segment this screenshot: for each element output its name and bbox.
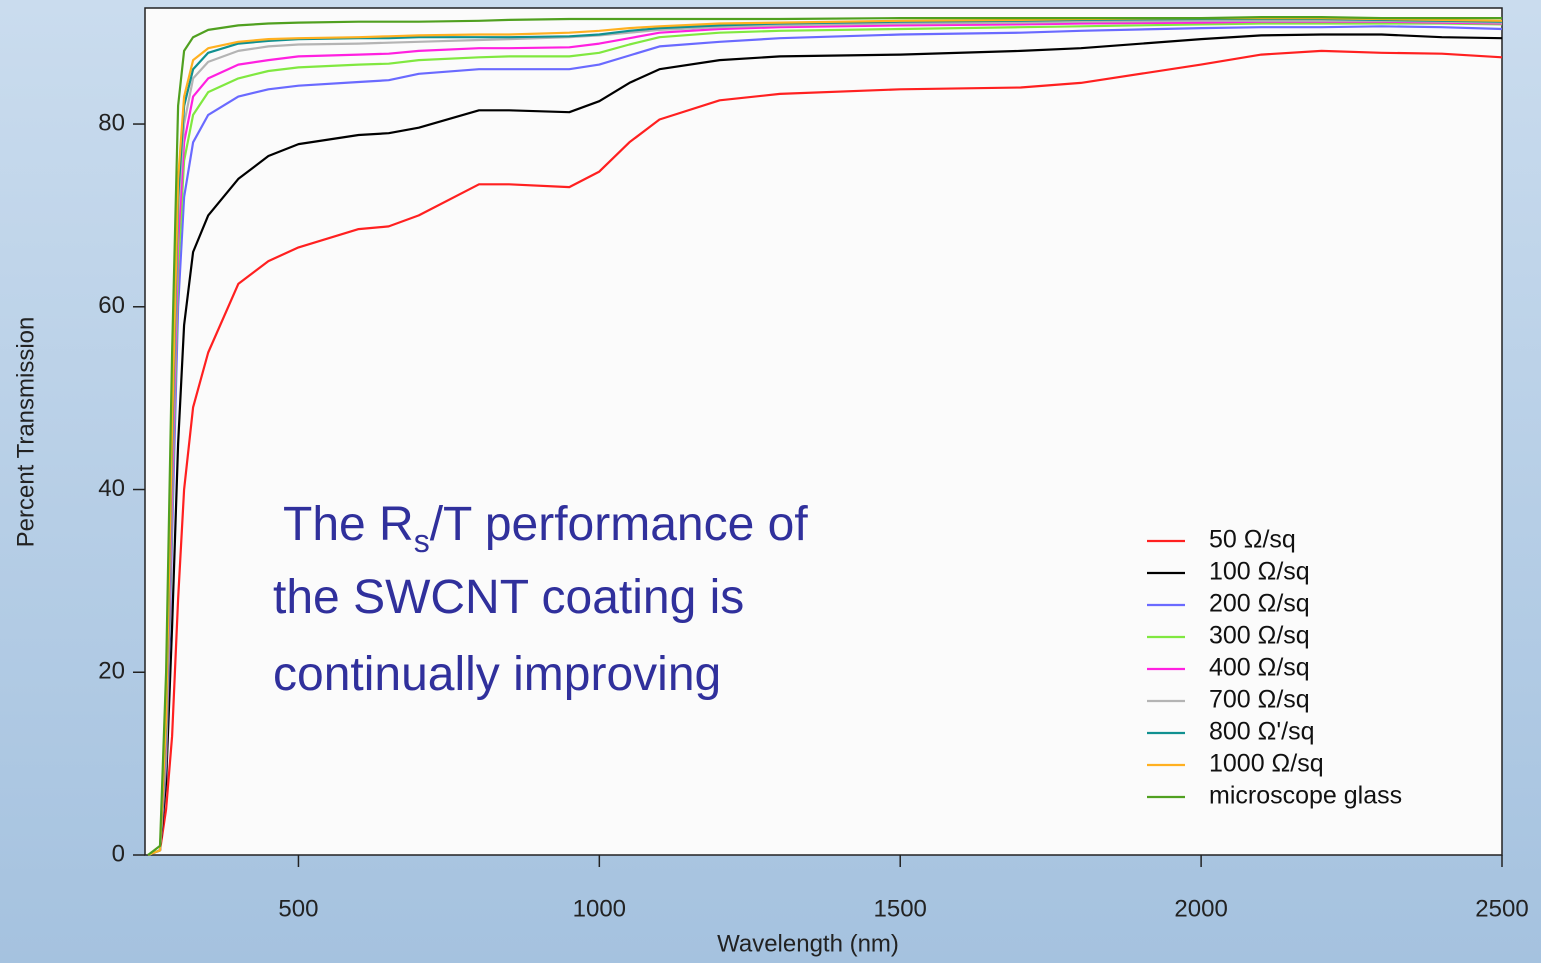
x-tick-label: 500 bbox=[278, 895, 318, 922]
y-tick-label: 80 bbox=[98, 109, 125, 136]
series-line bbox=[147, 33, 1503, 857]
series-line bbox=[147, 20, 1503, 857]
plot-area bbox=[144, 7, 1503, 856]
lines bbox=[147, 16, 1503, 857]
x-tick-label: 1000 bbox=[573, 895, 626, 922]
y-axis-title: Percent Transmission bbox=[12, 317, 39, 548]
x-axis-title: Wavelength (nm) bbox=[717, 930, 899, 957]
legend-label: 50 Ω/sq bbox=[1209, 526, 1296, 554]
series-line bbox=[147, 25, 1503, 857]
annotation: The Rs/T performance of bbox=[283, 498, 808, 559]
legend-label: 800 Ω'/sq bbox=[1209, 718, 1314, 746]
series-line bbox=[147, 49, 1503, 857]
legend-label: 300 Ω/sq bbox=[1209, 622, 1310, 650]
legend-label: 200 Ω/sq bbox=[1209, 590, 1310, 618]
annotation-part: The R bbox=[283, 498, 414, 551]
annotation-part: /T performance of bbox=[430, 498, 809, 551]
legend-label: 1000 Ω/sq bbox=[1209, 750, 1324, 778]
y-tick-label: 0 bbox=[112, 840, 125, 867]
legend-label: 400 Ω/sq bbox=[1209, 654, 1310, 682]
x-tick-label: 1500 bbox=[874, 895, 927, 922]
y-tick-label: 20 bbox=[98, 658, 125, 685]
annotation-sub: s bbox=[414, 523, 430, 559]
legend-label: microscope glass bbox=[1209, 782, 1402, 810]
annotation: the SWCNT coating is bbox=[273, 571, 744, 624]
x-tick-label: 2000 bbox=[1174, 895, 1227, 922]
y-tick-label: 60 bbox=[98, 292, 125, 319]
y-tick-label: 40 bbox=[98, 475, 125, 502]
series-line bbox=[147, 19, 1503, 857]
series-line bbox=[147, 16, 1502, 856]
annotation: continually improving bbox=[273, 648, 721, 701]
legend-label: 700 Ω/sq bbox=[1209, 686, 1310, 714]
legend-label: 100 Ω/sq bbox=[1209, 558, 1310, 586]
x-tick-label: 2500 bbox=[1475, 895, 1528, 922]
